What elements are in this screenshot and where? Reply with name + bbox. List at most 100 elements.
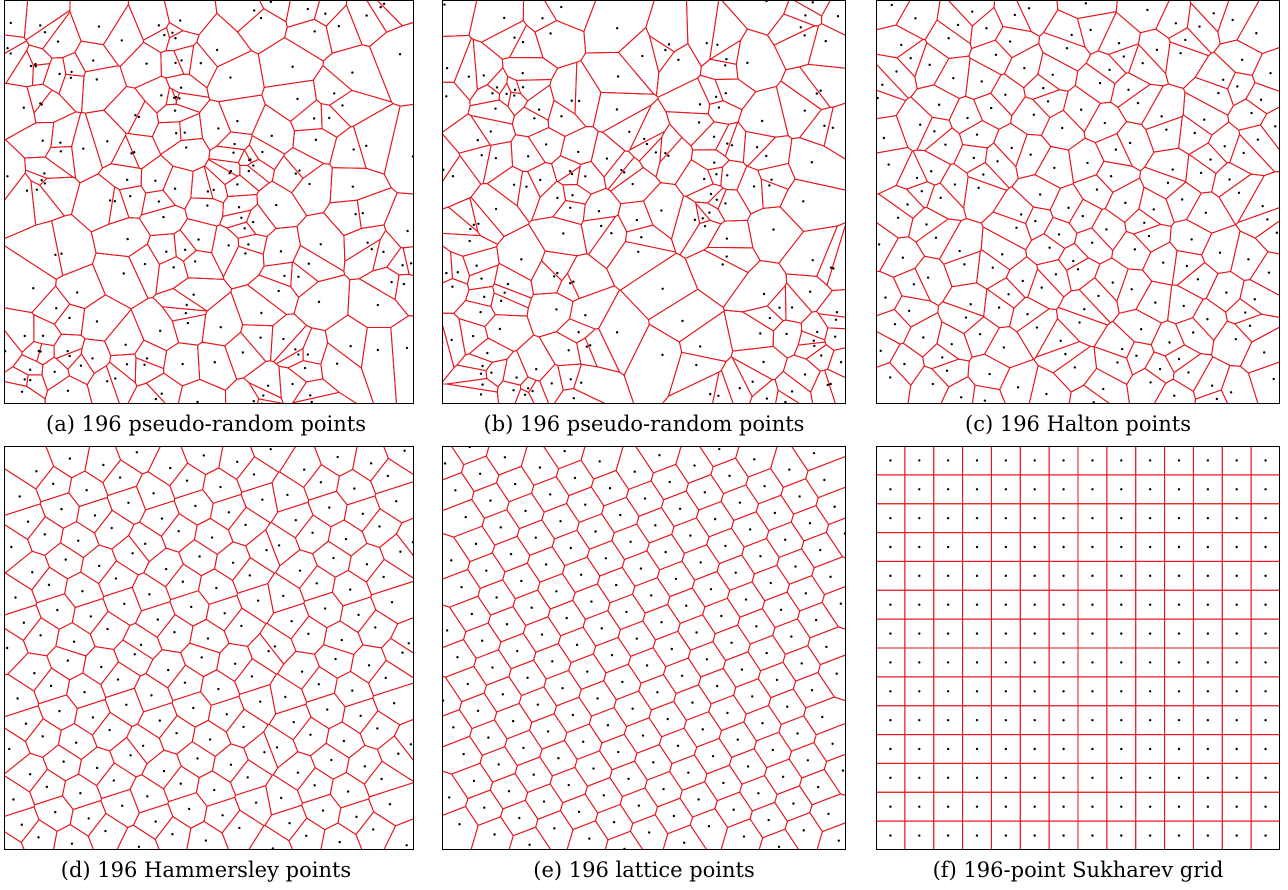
sample-point <box>1148 805 1152 808</box>
sample-point <box>93 514 97 517</box>
voronoi-cell <box>816 221 846 287</box>
sample-point <box>450 338 453 342</box>
plot-frame <box>876 0 1280 404</box>
sample-point <box>33 672 36 675</box>
voronoi-cell <box>256 180 308 229</box>
sample-point <box>571 194 574 197</box>
sample-point <box>382 250 385 254</box>
voronoi-cell <box>193 517 234 556</box>
sample-point <box>333 92 336 95</box>
sample-point <box>199 62 203 65</box>
sample-point <box>369 462 373 465</box>
sample-point <box>569 378 572 381</box>
sample-point <box>918 516 921 520</box>
sample-point <box>561 686 564 690</box>
voronoi-cell <box>876 270 903 317</box>
sample-point <box>599 224 603 228</box>
sample-point <box>808 522 812 525</box>
voronoi-cell <box>1238 124 1280 173</box>
voronoi-cell <box>327 519 368 557</box>
voronoi-cell <box>289 99 323 132</box>
sample-point <box>946 661 950 664</box>
sample-point <box>1264 690 1267 693</box>
sample-point <box>786 705 789 708</box>
sample-point <box>802 200 805 203</box>
sample-point <box>178 97 181 100</box>
voronoi-cell <box>236 8 288 55</box>
sample-point <box>43 172 46 175</box>
sample-point <box>724 202 727 205</box>
sample-point <box>1264 776 1267 780</box>
sample-point <box>1148 545 1152 549</box>
voronoi-cell <box>1036 259 1072 298</box>
sample-point <box>637 250 640 253</box>
sample-point <box>772 228 775 231</box>
sample-point <box>833 335 837 338</box>
voronoi-cell <box>186 820 230 850</box>
sample-point <box>695 631 698 634</box>
sample-point <box>469 227 472 231</box>
voronoi-cell <box>912 149 952 186</box>
sample-point <box>654 524 657 527</box>
sample-point <box>903 362 906 366</box>
plot-frame <box>4 0 414 404</box>
sample-point <box>39 24 42 27</box>
sample-point <box>77 539 80 542</box>
sample-point <box>1148 516 1152 520</box>
sample-point <box>361 512 364 516</box>
sample-point <box>1026 313 1029 316</box>
sample-point <box>713 517 717 521</box>
sample-point <box>812 451 816 455</box>
sample-point <box>479 310 482 314</box>
sample-point <box>617 750 620 754</box>
voronoi-cell <box>516 334 556 382</box>
sample-point <box>1062 718 1065 722</box>
caption-f: (f) 196-point Sukharev grid <box>932 858 1224 882</box>
sample-point <box>233 142 236 146</box>
sample-point <box>351 185 355 188</box>
sample-point <box>602 794 606 797</box>
sample-point <box>677 58 680 62</box>
sample-point <box>1147 234 1151 238</box>
sample-point <box>1177 545 1181 549</box>
voronoi-cell <box>876 53 918 99</box>
sample-point <box>639 567 643 570</box>
voronoi-cell <box>792 0 832 17</box>
sample-point <box>575 643 579 647</box>
voronoi-cell <box>1249 251 1280 297</box>
sample-point <box>1184 38 1187 42</box>
voronoi-cell <box>197 341 238 391</box>
sample-point <box>192 706 195 710</box>
sample-point <box>193 260 197 263</box>
voronoi-cell <box>4 446 55 490</box>
voronoi-cell <box>53 333 86 360</box>
sample-point <box>118 476 122 479</box>
voronoi-cell <box>876 24 924 59</box>
sample-point <box>664 550 667 554</box>
sample-point <box>489 130 492 133</box>
voronoi-cell <box>1194 389 1229 404</box>
voronoi-cell <box>109 353 137 384</box>
sample-point <box>1120 516 1123 520</box>
sample-point <box>1148 747 1152 751</box>
sample-point <box>889 690 892 693</box>
sample-point <box>829 575 832 579</box>
voronoi-plot-a <box>4 0 414 404</box>
sample-point <box>1177 632 1181 635</box>
voronoi-cell <box>992 186 1034 225</box>
caption-c: (c) 196 Halton points <box>965 412 1191 436</box>
sample-point <box>724 92 727 95</box>
voronoi-cell <box>766 284 787 322</box>
sample-point <box>1120 347 1124 351</box>
voronoi-cell <box>628 98 671 151</box>
voronoi-cell <box>821 585 846 630</box>
sample-point <box>544 563 548 566</box>
sample-point <box>1019 213 1023 216</box>
voronoi-cell <box>603 150 635 191</box>
sample-point <box>1272 377 1275 381</box>
voronoi-cell <box>320 822 363 850</box>
voronoi-cell <box>143 547 184 588</box>
sample-point <box>206 637 210 640</box>
voronoi-cell <box>634 446 682 474</box>
sample-point <box>225 713 228 716</box>
